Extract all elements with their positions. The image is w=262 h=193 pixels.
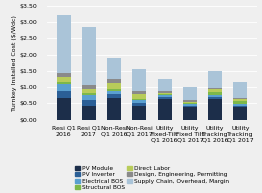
Bar [57,91,70,98]
Bar [107,79,121,83]
Bar [57,98,70,120]
Bar [57,77,70,82]
Bar [233,99,247,102]
Bar [132,106,146,120]
Bar [107,58,121,79]
Bar [183,106,197,107]
Y-axis label: Turnkey Installed Cost ($/Wdc): Turnkey Installed Cost ($/Wdc) [12,15,17,111]
Bar [208,71,222,88]
Bar [233,82,247,98]
Bar [233,102,247,104]
Bar [82,106,96,120]
Bar [208,99,222,120]
Bar [107,91,121,94]
Bar [233,98,247,99]
Bar [183,104,197,106]
Bar [82,93,96,95]
Bar [158,99,172,120]
Bar [82,85,96,89]
Bar [183,102,197,103]
Bar [233,106,247,107]
Bar [132,69,146,91]
Bar [208,88,222,89]
Bar [107,89,121,91]
Bar [208,95,222,97]
Bar [82,100,96,106]
Legend: PV Module, PV Inverter, Electrical BOS, Structural BOS, Direct Labor, Design, En: PV Module, PV Inverter, Electrical BOS, … [75,166,229,190]
Bar [132,91,146,94]
Bar [208,89,222,92]
Bar [57,15,70,73]
Bar [183,107,197,120]
Bar [57,73,70,77]
Bar [57,82,70,84]
Bar [82,27,96,85]
Bar [208,97,222,99]
Bar [107,83,121,89]
Bar [158,79,172,91]
Bar [183,103,197,104]
Bar [132,94,146,99]
Bar [233,107,247,120]
Bar [233,104,247,106]
Bar [132,101,146,103]
Bar [107,94,121,98]
Bar [183,101,197,102]
Bar [183,87,197,101]
Bar [158,95,172,97]
Bar [82,89,96,93]
Bar [132,99,146,101]
Bar [57,84,70,91]
Bar [82,95,96,100]
Bar [132,103,146,106]
Bar [158,94,172,95]
Bar [107,98,121,120]
Bar [208,92,222,95]
Bar [158,97,172,99]
Bar [158,91,172,93]
Bar [158,93,172,94]
